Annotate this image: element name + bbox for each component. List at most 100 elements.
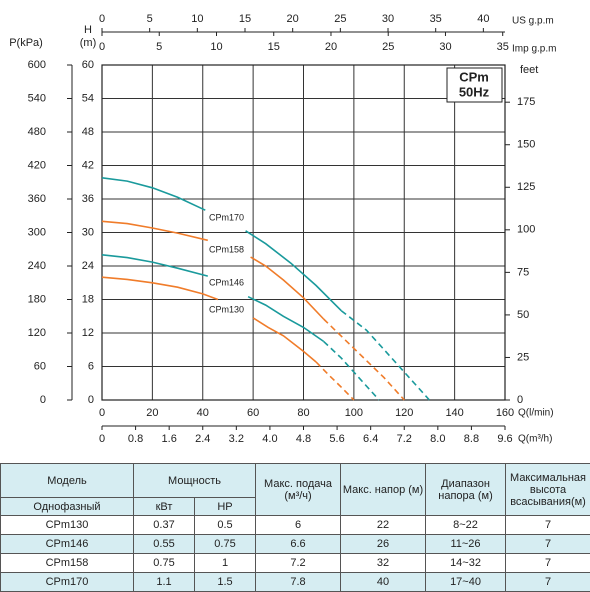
table-cell: 0.55: [134, 535, 195, 554]
x2-tick-label: 3.2: [229, 433, 244, 445]
x-tick-label: 100: [345, 407, 363, 419]
top-tick-label: 10: [191, 13, 203, 25]
table-cell: 7.2: [256, 554, 341, 573]
top-tick-label: 35: [497, 41, 509, 53]
y2-axis-label: feet: [520, 64, 538, 76]
top-tick-label: 15: [268, 41, 280, 53]
top-axis-label: Imp g.p.m: [512, 44, 556, 55]
subheader-cell: HP: [195, 498, 256, 516]
y-tick-label: 30: [82, 226, 94, 238]
table-cell: 7: [506, 573, 590, 592]
pump-curve: [102, 277, 316, 362]
table-cell: 1.5: [195, 573, 256, 592]
table-cell: 1: [195, 554, 256, 573]
top-tick-label: 25: [382, 41, 394, 53]
x2-tick-label: 8.0: [430, 433, 445, 445]
y-tick-label: 36: [82, 193, 94, 205]
p-tick-label: 480: [28, 126, 46, 138]
p-tick-label: 60: [34, 360, 46, 372]
curve-label: CPm170: [209, 212, 244, 222]
table-cell: 11~26: [426, 535, 506, 554]
top-tick-label: 20: [325, 41, 337, 53]
y2-tick-label: 125: [517, 181, 535, 193]
x2-tick-label: 4.8: [296, 433, 311, 445]
table-cell: 7: [506, 516, 590, 535]
top-tick-label: 30: [382, 13, 394, 25]
header-cell: Макс. напор (м): [341, 464, 426, 516]
subheader-cell: кВт: [134, 498, 195, 516]
table-cell: CPm146: [1, 535, 134, 554]
x2-tick-label: 5.6: [329, 433, 344, 445]
top-tick-label: 5: [156, 41, 162, 53]
x2-tick-label: 7.2: [397, 433, 412, 445]
x2-tick-label: 8.8: [464, 433, 479, 445]
table-cell: 14~32: [426, 554, 506, 573]
header-cell: Максимальная высота всасывания(м): [506, 464, 590, 516]
table-cell: 7: [506, 554, 590, 573]
subheader-cell: Однофазный: [1, 498, 134, 516]
y2-tick-label: 25: [517, 351, 529, 363]
top-tick-label: 0: [99, 13, 105, 25]
table-cell: CPm170: [1, 573, 134, 592]
table-cell: CPm130: [1, 516, 134, 535]
table-cell: 8~22: [426, 516, 506, 535]
header-cell: Диапазон напора (м): [426, 464, 506, 516]
p-tick-label: 180: [28, 293, 46, 305]
y-tick-label: 12: [82, 327, 94, 339]
curve-label: CPm130: [209, 304, 244, 314]
y-tick-label: 42: [82, 159, 94, 171]
table-cell: 1.1: [134, 573, 195, 592]
y-tick-label: 0: [88, 394, 94, 406]
top-tick-label: 30: [439, 41, 451, 53]
y2-tick-label: 100: [517, 224, 535, 236]
x2-axis-label: Q(m³/h): [518, 434, 552, 445]
x-tick-label: 60: [247, 407, 259, 419]
top-tick-label: 10: [210, 41, 222, 53]
badge-text: CPm: [459, 69, 489, 84]
y2-tick-label: 50: [517, 309, 529, 321]
pump-curve-extension: [341, 311, 429, 400]
y2-tick-label: 75: [517, 266, 529, 278]
x-tick-label: 40: [197, 407, 209, 419]
top-axis-label: US g.p.m: [512, 16, 554, 27]
p-tick-label: 300: [28, 226, 46, 238]
y2-tick-label: 0: [517, 394, 523, 406]
top-tick-label: 5: [147, 13, 153, 25]
x-tick-label: 140: [445, 407, 463, 419]
y-tick-label: 48: [82, 126, 94, 138]
top-tick-label: 35: [430, 13, 442, 25]
p-tick-label: 120: [28, 327, 46, 339]
x2-tick-label: 4.0: [262, 433, 277, 445]
top-tick-label: 15: [239, 13, 251, 25]
y-tick-label: 24: [82, 260, 94, 272]
p-tick-label: 240: [28, 260, 46, 272]
pump-curve-extension: [324, 341, 380, 400]
p-tick-label: 0: [40, 394, 46, 406]
p-tick-label: 360: [28, 193, 46, 205]
table-cell: 0.75: [134, 554, 195, 573]
x-tick-label: 0: [99, 407, 105, 419]
table-cell: 26: [341, 535, 426, 554]
table-cell: 0.5: [195, 516, 256, 535]
pump-curve-extension: [316, 362, 354, 400]
x2-tick-label: 1.6: [162, 433, 177, 445]
p-tick-label: 420: [28, 159, 46, 171]
x2-tick-label: 0.8: [128, 433, 143, 445]
y-tick-label: 54: [82, 92, 94, 104]
y-tick-label: 6: [88, 360, 94, 372]
x-tick-label: 80: [297, 407, 309, 419]
x2-tick-label: 2.4: [195, 433, 210, 445]
x2-tick-label: 0: [99, 433, 105, 445]
x-tick-label: 160: [496, 407, 514, 419]
p-axis-label: P(kPa): [9, 37, 43, 49]
top-tick-label: 20: [287, 13, 299, 25]
table-cell: 0.75: [195, 535, 256, 554]
x2-tick-label: 9.6: [497, 433, 512, 445]
y-tick-label: 60: [82, 59, 94, 71]
y2-tick-label: 175: [517, 96, 535, 108]
